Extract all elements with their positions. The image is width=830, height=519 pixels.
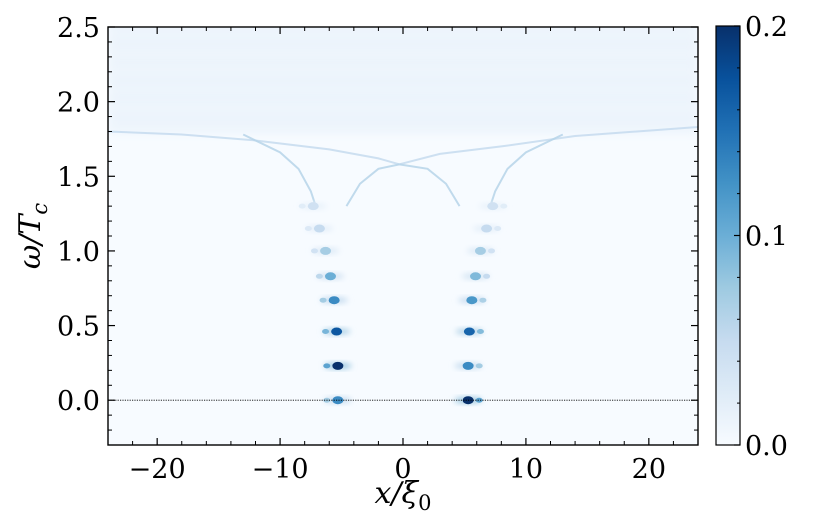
- spot-core: [466, 296, 478, 305]
- spot-core: [320, 246, 332, 255]
- spot-core: [328, 296, 340, 305]
- continuum-streak: [108, 120, 698, 125]
- bound-state-spot: [323, 396, 352, 405]
- spot-side: [500, 203, 508, 209]
- x-tick-label: 20: [632, 454, 666, 485]
- bound-state-spot: [466, 246, 495, 255]
- spot-core: [332, 361, 344, 370]
- continuum-band: [108, 30, 698, 132]
- spot-side: [323, 363, 331, 369]
- spot-side: [322, 329, 330, 335]
- spot-core: [487, 202, 499, 211]
- bound-state-spot: [311, 246, 340, 255]
- bound-state-spots: [298, 202, 508, 405]
- continuum-streak: [108, 97, 698, 102]
- plot-background: [108, 27, 698, 445]
- bound-state-branches: [108, 126, 698, 207]
- spot-side: [315, 273, 323, 279]
- bound-state-spot: [322, 327, 351, 336]
- x-tick-label: −10: [252, 454, 309, 485]
- bound-state-spot: [319, 296, 349, 305]
- continuum-streak: [108, 75, 698, 80]
- spot-side: [475, 363, 483, 369]
- spot-side: [475, 397, 483, 403]
- branch-curve: [399, 126, 698, 166]
- y-tick-label: 2.0: [57, 88, 100, 119]
- bound-state-spot: [457, 296, 487, 305]
- spot-side: [488, 248, 495, 254]
- branch-curve: [399, 163, 461, 207]
- colorbar-tick-label: 0.0: [745, 431, 788, 462]
- x-axis-label: x/ξ0: [375, 476, 432, 515]
- continuum-streak: [108, 112, 698, 117]
- continuum-streak: [108, 60, 698, 65]
- continuum-streak: [108, 105, 698, 110]
- continuum-streak: [108, 90, 698, 95]
- spot-side: [319, 297, 327, 303]
- spot-side: [311, 248, 318, 254]
- spot-core: [307, 202, 319, 211]
- continuum-streak: [108, 45, 698, 50]
- y-tick-label: 2.5: [57, 13, 100, 44]
- continuum-streak: [108, 127, 698, 132]
- spot-side: [476, 329, 484, 335]
- continuum-streak: [108, 38, 698, 42]
- x-tick-label: −20: [129, 454, 186, 485]
- continuum-streak: [108, 68, 698, 72]
- colorbar-ticks: 0.0 0.1 0.2: [734, 12, 788, 462]
- branch-curve: [489, 133, 564, 207]
- spot-core: [474, 246, 486, 255]
- spot-side: [304, 226, 312, 232]
- spot-side: [483, 273, 491, 279]
- spot-core: [313, 224, 325, 233]
- y-tick-label: 0.5: [57, 312, 100, 343]
- spot-core: [481, 224, 493, 233]
- y-tick-label: 1.5: [57, 162, 100, 193]
- bound-state-spot: [304, 224, 334, 233]
- colorbar-tick-label: 0.1: [745, 222, 788, 253]
- spot-core: [462, 361, 474, 370]
- spot-side: [298, 203, 306, 209]
- bound-state-spot: [298, 202, 328, 211]
- bound-state-spot: [472, 224, 502, 233]
- bound-state-spot: [454, 361, 483, 370]
- spot-side: [479, 297, 487, 303]
- spot-side: [494, 226, 502, 232]
- branch-curve: [345, 163, 400, 207]
- x-tick-label: 10: [509, 454, 543, 485]
- axis-ticks: −20 −10 0 10 20 0.0 0.5 1.0 1.5 2.0 2.5: [57, 13, 699, 485]
- spot-core: [331, 327, 343, 336]
- colorbar-tick-label: 0.2: [745, 12, 788, 43]
- y-tick-label: 1.0: [57, 237, 100, 268]
- spot-core: [470, 272, 482, 281]
- bound-state-spot: [455, 327, 484, 336]
- spot-core: [324, 272, 336, 281]
- y-tick-label: 0.0: [57, 386, 100, 417]
- spot-core: [463, 327, 475, 336]
- y-axis-label: ω/Tc: [13, 203, 52, 270]
- bound-state-spot: [323, 361, 352, 370]
- bound-state-spot: [478, 202, 508, 211]
- bound-state-spot: [461, 272, 491, 281]
- x-tick-label: 0: [394, 454, 411, 485]
- branch-curve: [242, 133, 317, 207]
- continuum-streak: [108, 53, 698, 57]
- bound-state-spot: [315, 272, 345, 281]
- spot-core: [332, 396, 344, 405]
- continuum-streak: [108, 82, 698, 87]
- branch-curve: [108, 130, 400, 166]
